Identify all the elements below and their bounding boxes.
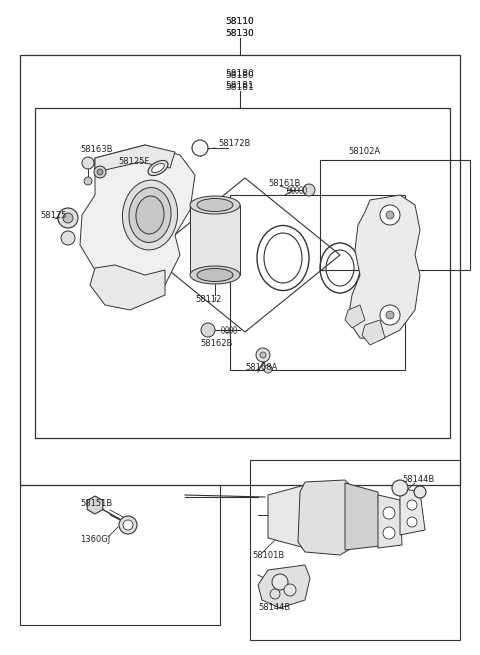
Polygon shape (345, 305, 365, 328)
Circle shape (392, 480, 408, 496)
Bar (250, 460, 460, 640)
Bar (35, 108, 450, 438)
Circle shape (386, 211, 394, 219)
Ellipse shape (190, 196, 240, 214)
Text: 58101B: 58101B (252, 550, 284, 559)
Polygon shape (268, 485, 320, 548)
Circle shape (407, 500, 417, 510)
Text: 58125: 58125 (40, 210, 66, 219)
Polygon shape (400, 488, 425, 535)
Circle shape (383, 527, 395, 539)
Ellipse shape (152, 163, 164, 173)
Polygon shape (87, 496, 103, 514)
Text: 58130: 58130 (226, 29, 254, 39)
Text: 58172B: 58172B (218, 138, 251, 147)
Polygon shape (378, 495, 402, 548)
Ellipse shape (197, 269, 233, 282)
Circle shape (84, 177, 92, 185)
Polygon shape (298, 480, 355, 555)
Circle shape (414, 486, 426, 498)
Text: 58181: 58181 (226, 83, 254, 92)
Circle shape (256, 348, 270, 362)
Circle shape (201, 323, 215, 337)
Circle shape (61, 231, 75, 245)
Text: 58181: 58181 (226, 81, 254, 90)
Polygon shape (345, 483, 380, 550)
Circle shape (192, 140, 208, 156)
Polygon shape (90, 265, 165, 310)
Ellipse shape (148, 160, 168, 176)
Bar (320, 160, 470, 270)
Circle shape (94, 166, 106, 178)
Circle shape (97, 169, 103, 175)
Circle shape (260, 352, 266, 358)
Polygon shape (258, 565, 310, 608)
Circle shape (82, 157, 94, 169)
Polygon shape (362, 320, 385, 345)
Text: 58162B: 58162B (200, 339, 232, 348)
Circle shape (380, 205, 400, 225)
Text: 58110: 58110 (226, 18, 254, 26)
Ellipse shape (136, 196, 164, 234)
Polygon shape (80, 145, 195, 295)
Ellipse shape (122, 180, 178, 250)
Circle shape (123, 520, 133, 530)
Text: 58112: 58112 (195, 295, 221, 305)
Circle shape (284, 584, 296, 596)
Text: 58163B: 58163B (80, 145, 112, 155)
Bar (230, 195, 405, 370)
Circle shape (386, 311, 394, 319)
Circle shape (407, 517, 417, 527)
Circle shape (272, 574, 288, 590)
Circle shape (63, 213, 73, 223)
Bar (20, 55, 460, 485)
Ellipse shape (129, 187, 171, 242)
Circle shape (380, 305, 400, 325)
Text: 58144B: 58144B (402, 476, 434, 485)
Text: 58180: 58180 (226, 69, 254, 77)
Circle shape (270, 589, 280, 599)
Bar (20, 485, 220, 625)
Circle shape (383, 507, 395, 519)
Text: 58102A: 58102A (348, 147, 380, 157)
Circle shape (119, 516, 137, 534)
Text: 58110: 58110 (226, 18, 254, 26)
Text: 58130: 58130 (226, 29, 254, 39)
Text: 58144B: 58144B (258, 603, 290, 612)
Text: 58125F: 58125F (118, 157, 149, 166)
Text: 58161B: 58161B (268, 179, 300, 187)
Text: 58151B: 58151B (80, 498, 112, 508)
Ellipse shape (197, 198, 233, 212)
Ellipse shape (190, 266, 240, 284)
Text: 58168A: 58168A (245, 364, 277, 373)
Circle shape (303, 184, 315, 196)
Circle shape (58, 208, 78, 228)
Polygon shape (348, 195, 420, 340)
Text: 58180: 58180 (226, 71, 254, 79)
Circle shape (264, 365, 272, 373)
Polygon shape (95, 145, 175, 175)
Polygon shape (190, 205, 240, 275)
Text: 1360GJ: 1360GJ (80, 536, 110, 544)
